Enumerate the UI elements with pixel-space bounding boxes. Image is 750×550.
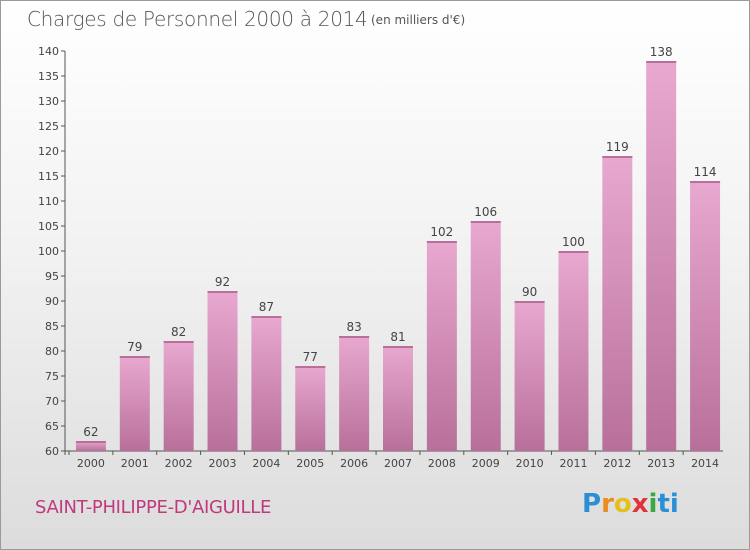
y-tick-label: 75 (45, 370, 59, 383)
logo-letter: x (631, 489, 649, 519)
bar (75, 441, 106, 451)
bar-top (426, 241, 457, 243)
x-tick-label: 2014 (691, 457, 719, 470)
y-tick-label: 85 (45, 320, 59, 333)
bar-value-label: 92 (215, 275, 230, 289)
bar-top (207, 291, 238, 293)
bar (339, 336, 370, 451)
x-tick-label: 2012 (603, 457, 631, 470)
y-tick-label: 115 (38, 170, 59, 183)
bar-value-label: 83 (346, 320, 361, 334)
bar-top (514, 301, 545, 303)
bar-value-label: 119 (606, 140, 629, 154)
bar (602, 156, 633, 451)
bar-value-label: 100 (562, 235, 585, 249)
x-tick-label: 2011 (559, 457, 587, 470)
x-tick-label: 2006 (340, 457, 368, 470)
bar (558, 251, 589, 451)
bar (119, 356, 150, 451)
chart-subtitle: (en milliers d'€) (371, 13, 466, 27)
x-tick-label: 2000 (77, 457, 105, 470)
bar-top (163, 341, 194, 343)
bar-value-label: 62 (83, 425, 98, 439)
chart-axes: 60 65 70 75 80 85 90 95 100 105 110 115 120 125 130 135… (38, 45, 723, 470)
proxiti-logo: Proxiti (582, 489, 679, 519)
bar (383, 346, 413, 451)
y-tick-label: 80 (45, 345, 59, 358)
logo-letter: i (669, 489, 679, 519)
x-tick-label: 2002 (165, 457, 193, 470)
y-tick-label: 125 (38, 120, 59, 133)
y-tick-label: 60 (45, 445, 59, 458)
y-tick-label: 120 (38, 145, 59, 158)
logo-letter: t (657, 489, 670, 519)
chart-title: Charges de Personnel 2000 à 2014 (27, 7, 368, 31)
x-tick-label: 2008 (428, 457, 456, 470)
bar (207, 291, 238, 451)
x-tick-label: 2005 (296, 457, 324, 470)
y-tick-label: 70 (45, 395, 59, 408)
bar-value-label: 79 (127, 340, 142, 354)
bar-value-label: 138 (650, 45, 673, 59)
bar-top (383, 346, 413, 348)
y-tick-label: 65 (45, 420, 59, 433)
y-tick-label: 105 (38, 220, 59, 233)
logo-letter: P (582, 489, 602, 519)
bar-top (602, 156, 633, 158)
bar-top (119, 356, 150, 358)
x-tick-label: 2001 (121, 457, 149, 470)
x-tick-label: 2010 (516, 457, 544, 470)
x-tick-label: 2004 (252, 457, 280, 470)
logo-letter: i (648, 489, 658, 519)
bar-top (558, 251, 589, 253)
bar (514, 301, 545, 451)
chart-bars: 62 79 82 92 87 77 83 81 102 106 90 100 119 138 114 (75, 45, 721, 451)
bar (251, 316, 282, 451)
logo-letter: o (613, 489, 632, 519)
bar (163, 341, 194, 451)
y-tick-label: 140 (38, 45, 59, 58)
bar-top (690, 181, 721, 183)
bar (470, 221, 501, 451)
bar-value-label: 90 (522, 285, 537, 299)
logo-letter: r (601, 489, 614, 519)
bar-value-label: 87 (259, 300, 274, 314)
bar-value-label: 82 (171, 325, 186, 339)
bar (690, 181, 721, 451)
bar-top (75, 441, 106, 443)
bar-top (646, 61, 677, 63)
bar-value-label: 77 (303, 350, 318, 364)
bar-value-label: 81 (390, 330, 405, 344)
x-tick-label: 2003 (209, 457, 237, 470)
y-tick-label: 135 (38, 70, 59, 83)
bar-top (339, 336, 370, 338)
bar-value-label: 114 (694, 165, 717, 179)
bar (646, 61, 677, 451)
x-tick-label: 2007 (384, 457, 412, 470)
y-tick-label: 130 (38, 95, 59, 108)
y-tick-label: 90 (45, 295, 59, 308)
y-tick-label: 100 (38, 245, 59, 258)
commune-name: SAINT-PHILIPPE-D'AIGUILLE (35, 497, 272, 518)
x-tick-label: 2013 (647, 457, 675, 470)
y-tick-label: 110 (38, 195, 59, 208)
bar (295, 366, 326, 451)
bar-top (470, 221, 501, 223)
x-tick-label: 2009 (472, 457, 500, 470)
y-tick-label: 95 (45, 270, 59, 283)
bar-top (295, 366, 326, 368)
bar (426, 241, 457, 451)
bar-value-label: 106 (474, 205, 497, 219)
bar-value-label: 102 (430, 225, 453, 239)
bar-top (251, 316, 282, 318)
